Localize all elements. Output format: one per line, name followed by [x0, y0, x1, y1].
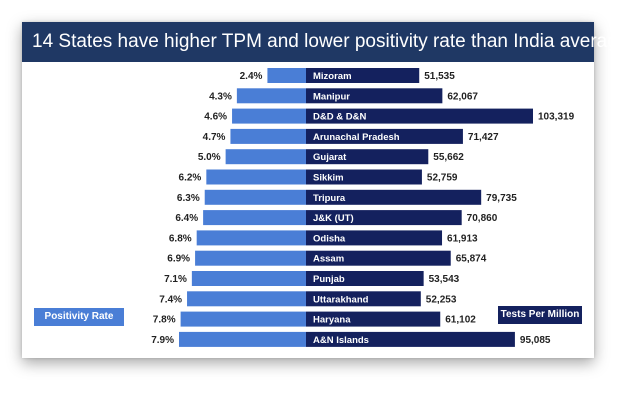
category-label-uttarakhand: Uttarakhand — [313, 294, 369, 305]
category-label-tripura: Tripura — [313, 193, 346, 204]
category-label-manipur: Manipur — [313, 91, 350, 102]
category-label-d-d-d-n: D&D & D&N — [313, 112, 366, 123]
positivity-bar-arunachal-pradesh — [230, 128, 306, 144]
slide: 14 States have higher TPM and lower posi… — [22, 22, 628, 358]
tpm-label-assam: 65,874 — [456, 254, 487, 265]
tpm-bar-punjab — [306, 271, 424, 286]
tpm-label-uttarakhand: 52,253 — [426, 294, 457, 305]
positivity-label-punjab: 7.1% — [164, 274, 187, 285]
positivity-bar-punjab — [191, 271, 306, 286]
positivity-bar-j-k-ut — [203, 210, 306, 226]
tpm-bar-odisha — [306, 230, 443, 246]
tpm-bar-sikkim — [306, 169, 422, 185]
positivity-bar-assam — [195, 250, 306, 266]
positivity-label-gujarat: 5.0% — [198, 152, 221, 163]
positivity-label-haryana: 7.8% — [153, 315, 176, 326]
category-label-odisha: Odisha — [313, 233, 346, 244]
positivity-label-odisha: 6.8% — [169, 233, 192, 244]
tpm-bar-j-k-ut — [306, 210, 462, 226]
positivity-label-sikkim: 6.2% — [179, 173, 202, 184]
category-label-assam: Assam — [313, 254, 344, 265]
positivity-bar-tripura — [204, 189, 306, 205]
positivity-bar-uttarakhand — [187, 291, 306, 307]
tpm-bar-uttarakhand — [306, 291, 421, 307]
chart-title: 14 States have higher TPM and lower posi… — [22, 22, 628, 62]
tpm-bar-gujarat — [306, 149, 429, 165]
positivity-label-arunachal-pradesh: 4.7% — [203, 132, 226, 143]
tpm-bar-haryana — [306, 311, 441, 327]
category-label-punjab: Punjab — [313, 274, 345, 285]
tpm-bar-arunachal-pradesh — [306, 128, 463, 144]
tpm-label-manipur: 62,067 — [447, 91, 478, 102]
category-label-mizoram: Mizoram — [313, 71, 352, 82]
positivity-bar-manipur — [236, 88, 306, 104]
positivity-label-manipur: 4.3% — [209, 91, 232, 102]
tpm-bar-a-n-islands — [306, 331, 515, 347]
tpm-label-arunachal-pradesh: 71,427 — [468, 132, 499, 143]
positivity-label-a-n-islands: 7.9% — [151, 335, 174, 346]
tpm-bar-d-d-d-n — [306, 108, 533, 124]
positivity-bar-mizoram — [267, 68, 306, 83]
tpm-label-sikkim: 52,759 — [427, 173, 458, 184]
category-label-a-n-islands: A&N Islands — [313, 335, 369, 346]
positivity-bar-d-d-d-n — [232, 108, 306, 124]
positivity-bar-haryana — [180, 311, 306, 327]
positivity-bar-a-n-islands — [179, 331, 306, 347]
positivity-bar-gujarat — [225, 149, 306, 165]
positivity-bar-sikkim — [206, 169, 306, 185]
tpm-label-odisha: 61,913 — [447, 233, 478, 244]
category-label-arunachal-pradesh: Arunachal Pradesh — [313, 132, 400, 143]
legend-positivity-rate: Positivity Rate — [34, 308, 124, 326]
positivity-label-mizoram: 2.4% — [240, 71, 263, 82]
positivity-label-j-k-ut: 6.4% — [175, 213, 198, 224]
tpm-label-mizoram: 51,535 — [424, 71, 455, 82]
tpm-label-gujarat: 55,662 — [433, 152, 464, 163]
positivity-label-uttarakhand: 7.4% — [159, 294, 182, 305]
category-label-sikkim: Sikkim — [313, 173, 344, 184]
positivity-label-d-d-d-n: 4.6% — [204, 112, 227, 123]
tpm-label-d-d-d-n: 103,319 — [538, 112, 575, 123]
tpm-label-a-n-islands: 95,085 — [520, 335, 551, 346]
category-label-gujarat: Gujarat — [313, 152, 347, 163]
legend-tests-per-million: Tests Per Million — [498, 306, 582, 324]
tpm-label-haryana: 61,102 — [445, 315, 476, 326]
tpm-bar-mizoram — [306, 68, 420, 83]
positivity-bar-odisha — [196, 230, 306, 246]
tpm-bar-manipur — [306, 88, 443, 104]
category-label-haryana: Haryana — [313, 315, 351, 326]
tpm-label-tripura: 79,735 — [486, 193, 517, 204]
diverging-bar-chart: 2.4% Mizoram 51,535 4.3% Manipur 62,067 4.6% D&… — [151, 68, 575, 347]
positivity-label-assam: 6.9% — [167, 254, 190, 265]
tpm-label-punjab: 53,543 — [429, 274, 460, 285]
category-label-j-k-ut: J&K (UT) — [313, 213, 354, 224]
tpm-bar-assam — [306, 250, 451, 266]
positivity-label-tripura: 6.3% — [177, 193, 200, 204]
tpm-label-j-k-ut: 70,860 — [467, 213, 498, 224]
tpm-bar-tripura — [306, 189, 482, 205]
